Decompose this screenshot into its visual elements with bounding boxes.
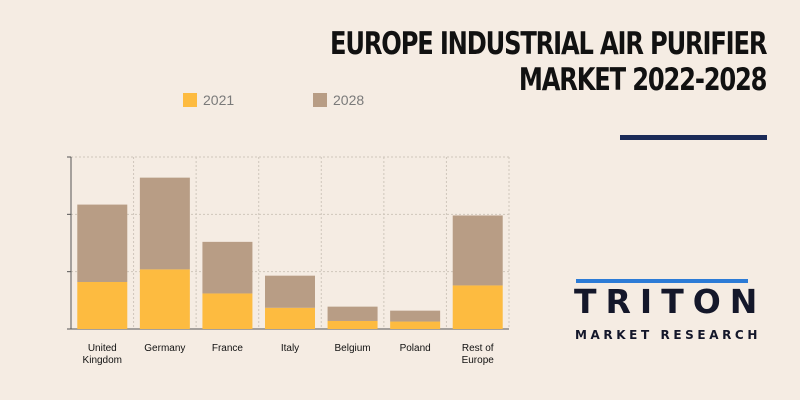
logo-subtitle: MARKET RESEARCH [575,328,761,342]
bar-2021-5 [390,321,441,329]
bar-2028-3 [265,275,315,308]
legend-item-2021: 2021 [183,92,234,108]
x-tick-label-3-0: Italy [281,343,299,354]
chart-legend: 2021 2028 [0,92,800,112]
logo-accent-bar [576,279,748,283]
bar-2021-2 [202,293,253,329]
chart-title-line-2: MARKET 2022-2028 [518,62,768,98]
x-tick-label-1-0: Germany [144,343,185,354]
chart-title: EUROPE INDUSTRIAL AIR PURIFIER MARKET 20… [329,26,768,98]
bar-2028-4 [327,306,378,321]
x-tick-label-6-1: Europe [462,355,495,366]
legend-item-2028: 2028 [313,92,364,108]
x-tick-label-0-1: Kingdom [83,355,122,366]
triton-logo: TRITON MARKET RESEARCH [574,279,774,352]
bar-2021-4 [327,320,378,329]
x-tick-label-2-0: France [212,343,244,354]
bar-2021-6 [452,285,503,329]
legend-label-2021: 2021 [203,92,235,108]
chart-title-line-1: EUROPE INDUSTRIAL AIR PURIFIER [329,26,767,62]
bar-2028-1 [139,177,190,270]
bar-2028-0 [77,204,128,282]
legend-label-2028: 2028 [333,92,365,108]
legend-swatch-2028 [313,93,327,107]
x-tick-label-0-0: United [88,343,117,354]
bar-2028-5 [390,310,441,322]
bar-2021-0 [77,281,128,329]
x-tick-label-5-0: Poland [400,343,431,354]
x-tick-label-6-0: Rest of [462,343,494,354]
legend-swatch-2021 [183,93,197,107]
bar-2028-6 [452,215,503,286]
title-underline [620,135,767,140]
bar-2021-3 [265,307,315,329]
logo-wordmark: TRITON [574,282,767,321]
bar-2021-1 [139,269,190,329]
x-tick-label-4-0: Belgium [335,343,371,354]
bar-2028-2 [202,241,253,294]
